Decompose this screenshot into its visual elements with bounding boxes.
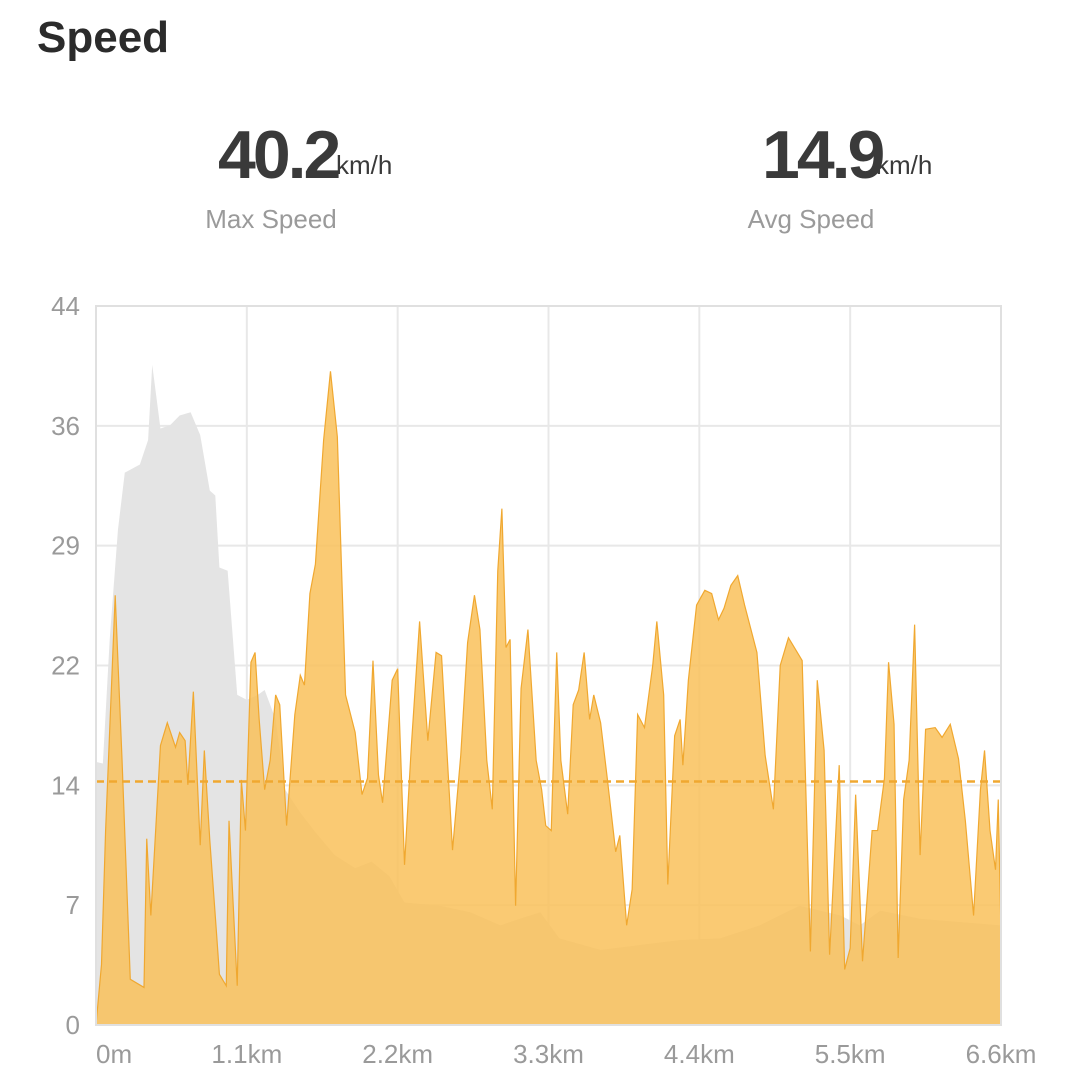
y-tick-label: 36 [51,411,80,441]
stat-label: Max Speed [205,204,337,234]
area [95,371,1002,1026]
y-tick-label: 44 [51,291,80,321]
screen-title: Speed [37,13,169,62]
stat-label: Avg Speed [748,204,875,234]
x-tick-label: 2.2km [362,1039,433,1069]
stat-value: 40.2 [218,117,340,193]
x-tick-label: 4.4km [664,1039,735,1069]
y-tick-label: 0 [66,1010,80,1040]
y-tick-label: 14 [51,770,80,800]
y-tick-label: 22 [51,651,80,681]
stat-unit: km/h [336,150,392,180]
x-tick-label: 5.5km [815,1039,886,1069]
chart: 0 7 14 22 29 36 44 0m 1.1km 2.2km 3.3km 4.4km 5.5km 6… [51,291,1036,1069]
x-tick-label: 1.1km [211,1039,282,1069]
plot-border [95,305,1002,1026]
y-tick-label: 7 [66,890,80,920]
x-tick-label: 0m [96,1039,132,1069]
x-tick-label: 6.6km [966,1039,1037,1069]
stat-unit: km/h [876,150,932,180]
y-tick-label: 29 [51,531,80,561]
stat-value: 14.9 [762,117,884,193]
x-tick-label: 3.3km [513,1039,584,1069]
